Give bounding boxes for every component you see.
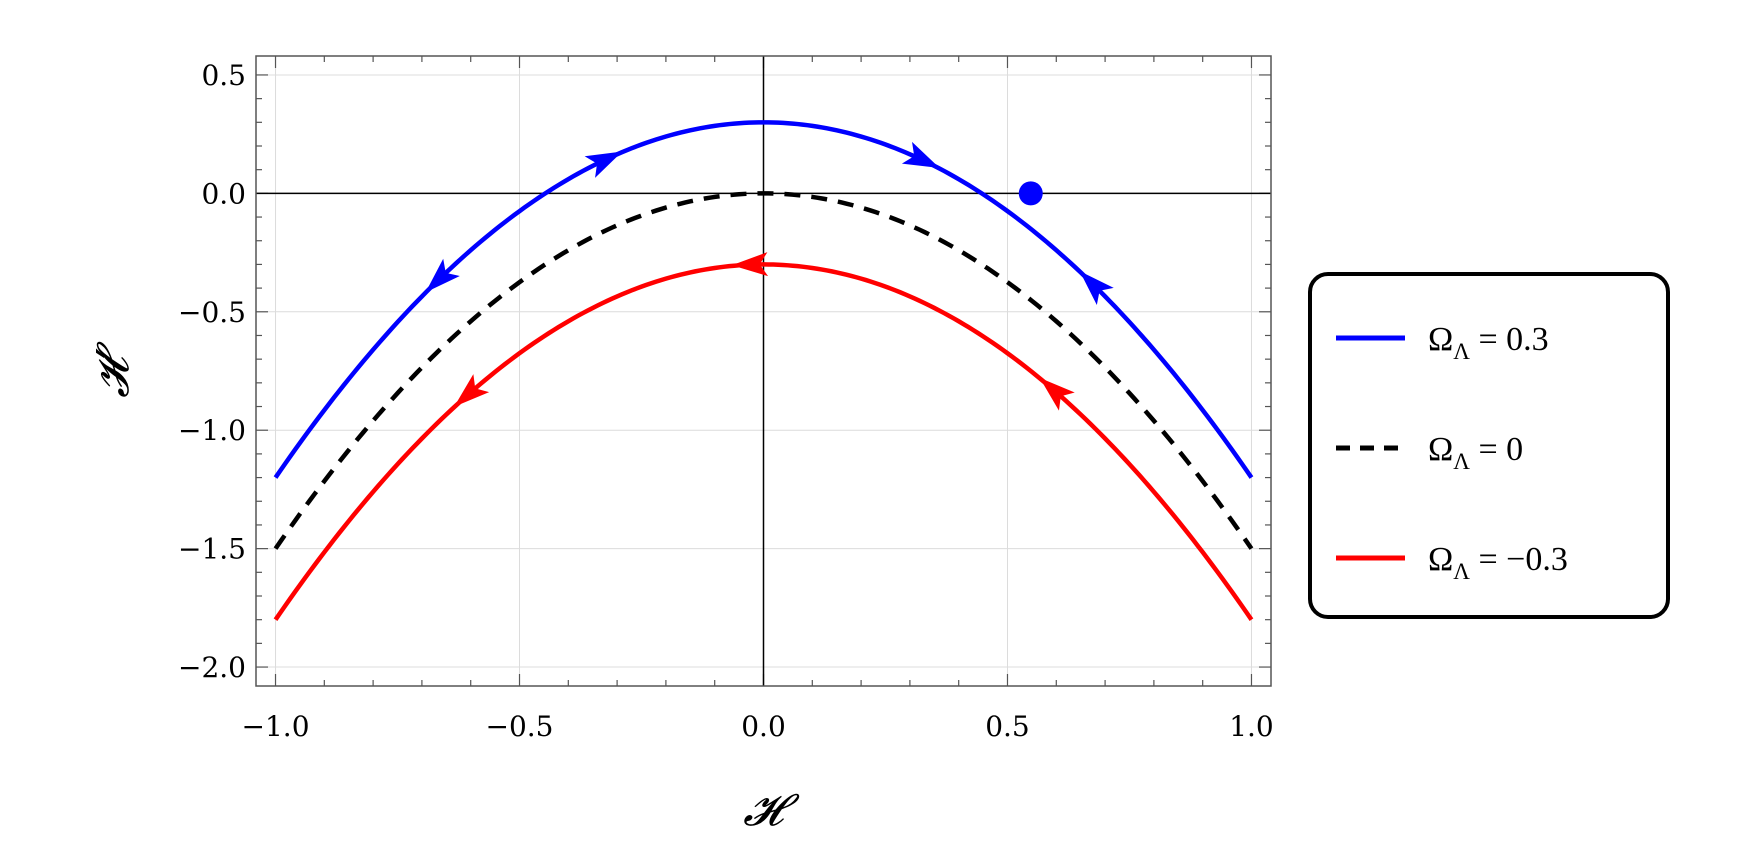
- y-tick-label-0: 0.5: [201, 59, 246, 92]
- x-tick-label-3: 0.5: [985, 710, 1030, 743]
- legend-symbol: Ω: [1428, 541, 1453, 578]
- zero-axes: [256, 56, 1271, 686]
- series-0-arrow-0: [425, 258, 460, 293]
- legend-box: [1308, 272, 1670, 619]
- legend-entry-omega-neg-0-3: ΩΛ = −0.3: [1428, 541, 1568, 584]
- x-tick-labels: −1.0 −0.5 0.0 0.5 1.0: [242, 710, 1274, 743]
- x-tick-label-2: 0.0: [741, 710, 786, 743]
- y-axis-title: 𝓗′: [88, 341, 139, 398]
- x-tick-label-0: −1.0: [242, 710, 310, 743]
- legend-subscript: Λ: [1453, 559, 1470, 584]
- y-tick-labels: 0.5 0.0 −0.5 −1.0 −1.5 −2.0: [178, 59, 246, 684]
- x-tick-label-1: −0.5: [486, 710, 554, 743]
- legend-entry-omega-0-3: ΩΛ = 0.3: [1428, 321, 1549, 364]
- legend-subscript: Λ: [1453, 449, 1470, 474]
- series-0-arrow-1: [584, 151, 623, 178]
- legend: ΩΛ = 0.3 ΩΛ = 0 ΩΛ = −0.3: [1308, 272, 1670, 619]
- series-0-fixed-point: [1018, 181, 1043, 206]
- legend-subscript: Λ: [1453, 339, 1470, 364]
- legend-value: = −0.3: [1470, 541, 1568, 578]
- plot-frame: [255, 55, 1272, 687]
- series-0-arrow-2: [901, 141, 940, 168]
- series-line-2: [273, 262, 1254, 621]
- y-tick-label-4: −1.5: [178, 533, 246, 566]
- legend-value: = 0.3: [1470, 321, 1549, 358]
- series-0-arrow-3: [1079, 271, 1114, 305]
- series-2-arrow-2: [1039, 377, 1075, 411]
- series-2-arrow-0: [454, 374, 490, 407]
- legend-symbol: Ω: [1428, 321, 1453, 358]
- y-tick-label-5: −2.0: [178, 651, 246, 684]
- legend-entry-omega-0: ΩΛ = 0: [1428, 431, 1523, 474]
- legend-value: = 0: [1470, 431, 1523, 468]
- x-axis-title: 𝓗: [743, 785, 800, 836]
- series-line-1: [273, 191, 1254, 550]
- x-tick-label-4: 1.0: [1229, 710, 1274, 743]
- y-tick-label-1: 0.0: [201, 177, 246, 210]
- y-tick-label-3: −1.0: [178, 414, 246, 447]
- legend-symbol: Ω: [1428, 431, 1453, 468]
- series-2-arrow-1: [731, 252, 769, 277]
- series-group: [273, 120, 1254, 621]
- y-tick-label-2: −0.5: [178, 296, 246, 329]
